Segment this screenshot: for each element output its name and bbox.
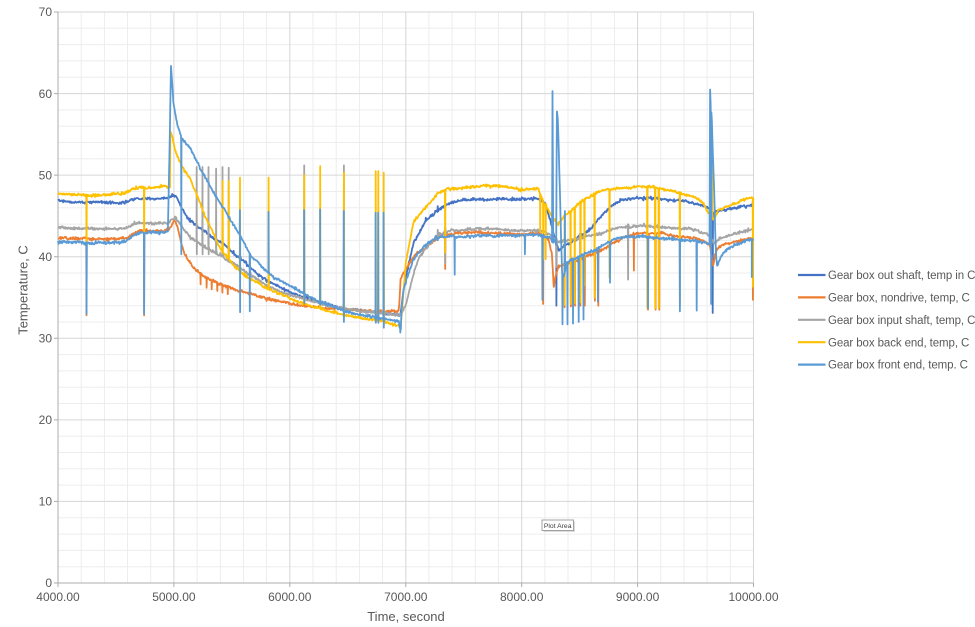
svg-text:20: 20 — [39, 413, 53, 427]
svg-text:Temperature, C: Temperature, C — [16, 245, 31, 335]
svg-text:Gear box out shaft, temp in C: Gear box out shaft, temp in C — [828, 270, 975, 282]
svg-text:50: 50 — [39, 168, 53, 182]
svg-text:4000.00: 4000.00 — [36, 590, 80, 604]
svg-text:Plot Area: Plot Area — [544, 523, 572, 530]
svg-text:10: 10 — [39, 495, 53, 509]
svg-text:7000.00: 7000.00 — [384, 590, 428, 604]
svg-text:0: 0 — [45, 576, 52, 590]
svg-text:5000.00: 5000.00 — [152, 590, 196, 604]
svg-text:Gear box front end, temp. C: Gear box front end, temp. C — [828, 360, 968, 372]
svg-text:Gear box back end, temp, C: Gear box back end, temp, C — [828, 337, 969, 349]
svg-text:Time, second: Time, second — [367, 609, 445, 624]
svg-text:Gear box input shaft, temp, C: Gear box input shaft, temp, C — [828, 315, 975, 327]
svg-text:8000.00: 8000.00 — [500, 590, 544, 604]
svg-text:10000.00: 10000.00 — [728, 590, 778, 604]
svg-text:30: 30 — [39, 332, 53, 346]
svg-text:60: 60 — [39, 87, 53, 101]
svg-text:9000.00: 9000.00 — [616, 590, 660, 604]
svg-text:6000.00: 6000.00 — [268, 590, 312, 604]
svg-text:Gear box, nondrive, temp, C: Gear box, nondrive, temp, C — [828, 293, 970, 305]
svg-text:70: 70 — [39, 5, 53, 19]
svg-text:40: 40 — [39, 250, 53, 264]
